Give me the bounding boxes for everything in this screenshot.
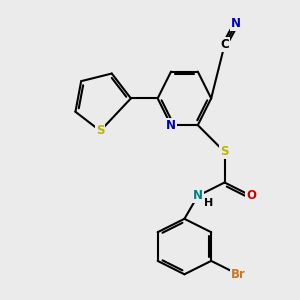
Text: N: N xyxy=(193,189,203,203)
Text: N: N xyxy=(166,118,176,132)
Text: C: C xyxy=(220,38,229,51)
Text: Br: Br xyxy=(230,268,245,281)
Text: S: S xyxy=(220,146,229,158)
Text: S: S xyxy=(96,124,104,137)
Text: O: O xyxy=(246,189,256,203)
Text: N: N xyxy=(231,17,241,30)
Text: H: H xyxy=(204,198,213,208)
